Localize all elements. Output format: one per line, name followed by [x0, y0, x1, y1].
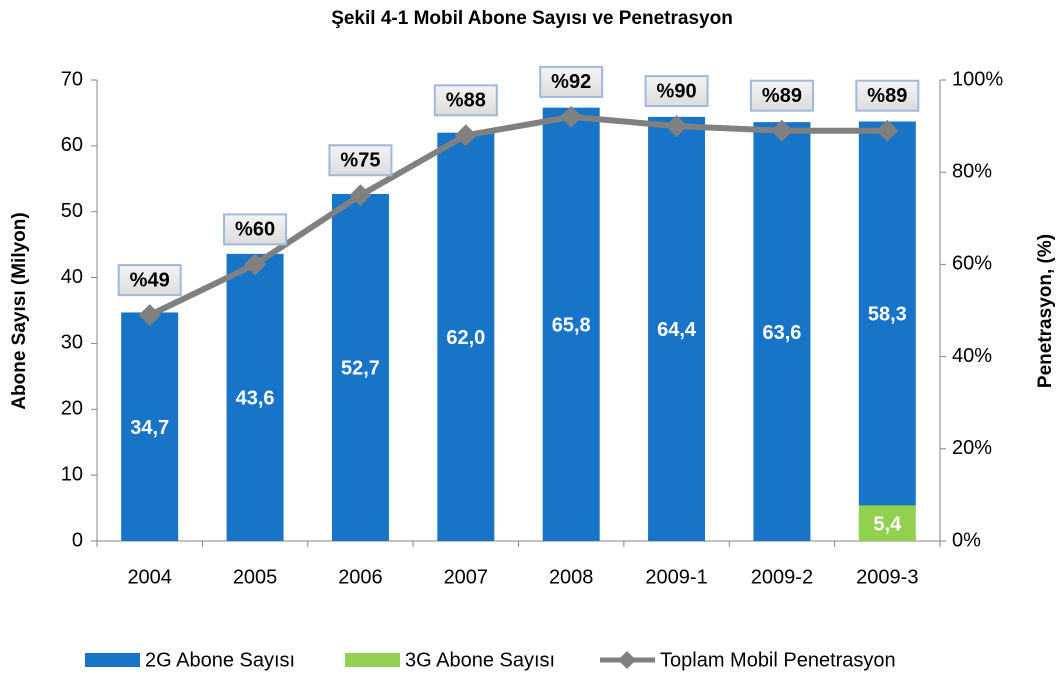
label-box	[433, 84, 498, 117]
data-label: %88	[446, 90, 486, 112]
data-label: 64,4	[657, 319, 697, 341]
y-tick-label: 50	[61, 200, 83, 222]
data-label: %89	[867, 85, 907, 107]
legend-label: 3G Abone Sayısı	[405, 649, 555, 671]
x-tick-label: 2007	[444, 566, 489, 588]
data-label: 52,7	[341, 358, 380, 380]
data-label: %75	[340, 150, 380, 172]
bar	[858, 505, 916, 541]
y-tick-label: 60	[61, 134, 83, 156]
y2-tick-label: 100%	[952, 68, 1003, 90]
legend-swatch	[85, 653, 140, 667]
marker	[770, 119, 793, 142]
x-tick-label: 2009-3	[856, 566, 918, 588]
bar	[753, 122, 811, 542]
y2-tick-label: 60%	[952, 253, 992, 275]
line	[148, 113, 888, 318]
y-axis-label: Abone Sayısı (Milyon)	[9, 212, 30, 409]
x-tick-label: 2009-2	[751, 566, 813, 588]
marker	[454, 124, 477, 147]
legend-label: Toplam Mobil Penetrasyon	[660, 649, 896, 671]
y2-tick-label: 0%	[952, 529, 981, 551]
x-tick-label: 2009-1	[645, 566, 707, 588]
y-tick-label: 30	[61, 332, 83, 354]
x-tick-label: 2005	[233, 566, 278, 588]
marker	[349, 184, 372, 207]
bar	[542, 107, 600, 541]
bar	[331, 193, 389, 541]
marker	[876, 119, 899, 142]
data-label: 43,6	[236, 388, 275, 410]
x-tick-label: 2006	[338, 566, 383, 588]
data-label: %89	[762, 85, 802, 107]
bar	[121, 312, 179, 541]
label-box	[855, 79, 920, 112]
bar	[437, 132, 495, 541]
marker	[244, 253, 267, 276]
data-label: 62,0	[446, 327, 485, 349]
data-label: 58,3	[868, 304, 907, 326]
y-tick-label: 20	[61, 398, 83, 420]
marker	[138, 304, 161, 327]
label-box	[539, 65, 604, 98]
data-label: %92	[551, 71, 591, 93]
data-label: 5,4	[873, 513, 902, 535]
data-label: %60	[235, 219, 275, 241]
x-tick-label: 2004	[127, 566, 172, 588]
label-box	[117, 264, 182, 297]
legend-label: 2G Abone Sayısı	[145, 649, 295, 671]
chart-title: Şekil 4-1 Mobil Abone Sayısı ve Penetras…	[331, 8, 733, 29]
bar	[226, 253, 284, 541]
label-box	[644, 75, 709, 108]
marker	[665, 115, 688, 138]
y2-tick-label: 20%	[952, 437, 992, 459]
data-label: %90	[657, 80, 697, 102]
legend-marker	[618, 651, 636, 669]
label-box	[749, 79, 814, 112]
label-box	[223, 213, 288, 246]
y-tick-label: 10	[61, 463, 83, 485]
y-tick-label: 40	[61, 266, 83, 288]
y-tick-label: 0	[72, 529, 83, 551]
data-label: 65,8	[552, 315, 591, 337]
y2-tick-label: 80%	[952, 160, 992, 182]
label-box	[328, 144, 393, 177]
y2-axis-label: Penetrasyon, (%)	[1035, 234, 1056, 388]
y2-tick-label: 40%	[952, 345, 992, 367]
bar	[858, 121, 916, 506]
legend-swatch	[345, 653, 400, 667]
y-tick-label: 70	[61, 68, 83, 90]
data-label: %49	[130, 269, 170, 291]
x-tick-label: 2008	[549, 566, 594, 588]
marker	[560, 105, 583, 128]
data-label: 34,7	[130, 417, 169, 439]
data-label: 63,6	[762, 322, 801, 344]
bar	[648, 116, 706, 541]
